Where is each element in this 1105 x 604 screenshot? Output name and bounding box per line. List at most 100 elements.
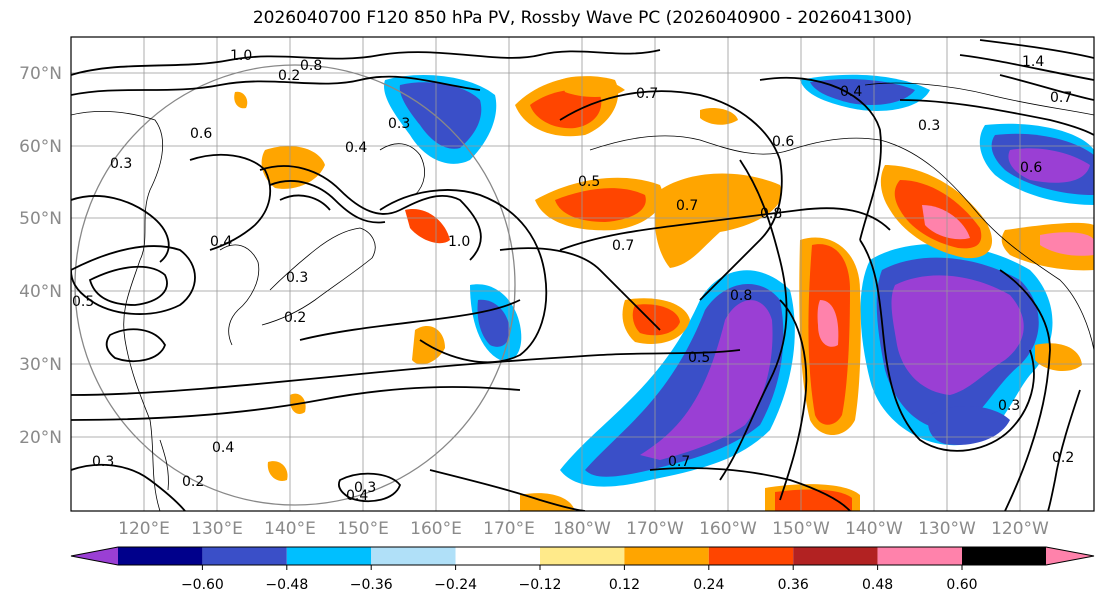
colorbar-tick-label: 0.12 bbox=[609, 577, 640, 593]
lat-label: 30°N bbox=[19, 355, 62, 375]
latitude-labels: 70°N 60°N 50°N 40°N 30°N 20°N bbox=[19, 64, 62, 448]
contour-label: 0.4 bbox=[212, 440, 234, 456]
colorbar-segment bbox=[286, 547, 372, 565]
colorbar-tick-label: −0.48 bbox=[265, 577, 308, 593]
colorbar-tick-label: 0.36 bbox=[778, 577, 809, 593]
map-frame bbox=[70, 36, 1095, 512]
colorbar-extend-right bbox=[1046, 547, 1094, 565]
contour-label: 1.0 bbox=[230, 48, 252, 64]
contour-label: 0.8 bbox=[300, 58, 322, 74]
colorbar-segment bbox=[540, 547, 625, 565]
contour-label: 0.3 bbox=[388, 116, 410, 132]
positive-anomaly-region bbox=[555, 188, 646, 222]
contour-label: 0.8 bbox=[760, 206, 782, 222]
lon-label: 140°W bbox=[845, 519, 903, 539]
positive-anomaly-region bbox=[560, 76, 625, 97]
positive-anomaly-region bbox=[405, 209, 450, 244]
contour-label: 0.3 bbox=[92, 454, 114, 470]
colorbar-segment bbox=[371, 547, 456, 565]
lon-label: 160°E bbox=[410, 519, 462, 539]
contour-label: 0.7 bbox=[668, 454, 690, 470]
longitude-labels: 120°E 130°E 140°E 150°E 160°E 170°E 180°… bbox=[118, 519, 1049, 539]
contour-label: 0.8 bbox=[730, 288, 752, 304]
colorbar-outline bbox=[70, 546, 1095, 566]
contour-labels: 1.0 0.8 0.6 0.4 0.3 0.5 0.7 0.8 0.4 0.3 … bbox=[72, 48, 1074, 504]
contour-label: 0.7 bbox=[612, 238, 634, 254]
contour-label: 0.4 bbox=[210, 234, 232, 250]
colorbar-segment bbox=[877, 547, 962, 565]
negative-anomaly-region bbox=[891, 275, 1024, 395]
pv-contours bbox=[71, 39, 1094, 511]
colorbar-tick-label: 0.60 bbox=[946, 577, 977, 593]
contour-label: 0.5 bbox=[578, 174, 600, 190]
lat-label: 40°N bbox=[19, 282, 62, 302]
colorbar-segment bbox=[793, 547, 878, 565]
lon-label: 170°E bbox=[483, 519, 535, 539]
lon-label: 140°E bbox=[264, 519, 316, 539]
lon-label: 130°W bbox=[918, 519, 976, 539]
lon-label: 130°E bbox=[191, 519, 243, 539]
colorbar-segment bbox=[202, 547, 287, 565]
positive-anomaly-region bbox=[775, 489, 852, 511]
contour-label: 0.6 bbox=[1020, 160, 1042, 176]
colorbar-segment bbox=[118, 547, 203, 565]
colorbar-tick-label: −0.12 bbox=[519, 577, 562, 593]
map-content: 1.0 0.8 0.6 0.4 0.3 0.5 0.7 0.8 0.4 0.3 … bbox=[71, 37, 1094, 511]
lon-label: 150°W bbox=[772, 519, 830, 539]
negative-anomaly-region bbox=[928, 405, 1010, 445]
contour-label: 1.4 bbox=[1022, 54, 1044, 70]
contour-label: 0.7 bbox=[636, 86, 658, 102]
positive-anomaly-region bbox=[530, 89, 602, 129]
colorbar-segment bbox=[624, 547, 709, 565]
lat-label: 20°N bbox=[19, 428, 62, 448]
contour-label: 0.3 bbox=[998, 398, 1020, 414]
contour-label: 0.3 bbox=[286, 270, 308, 286]
negative-anomaly-region bbox=[1008, 148, 1090, 183]
lon-label: 150°E bbox=[337, 519, 389, 539]
lat-label: 60°N bbox=[19, 137, 62, 157]
contour-label: 0.7 bbox=[1050, 90, 1072, 106]
contour-label: 0.4 bbox=[840, 84, 862, 100]
positive-anomaly-region bbox=[922, 205, 970, 240]
contour-label: 0.4 bbox=[345, 140, 367, 156]
colorbar-tick-label: −0.36 bbox=[350, 577, 393, 593]
colorbar-segment bbox=[455, 547, 540, 565]
colorbar-ticks bbox=[201, 565, 963, 570]
contour-label: 0.6 bbox=[772, 134, 794, 150]
colorbar-tick-label: 0.48 bbox=[862, 577, 893, 593]
colorbar-segment bbox=[962, 547, 1046, 565]
contour-label: 0.5 bbox=[72, 294, 94, 310]
negative-anomaly-region bbox=[399, 82, 482, 149]
map-title: 2026040700 F120 850 hPa PV, Rossby Wave … bbox=[252, 8, 913, 28]
colorbar-tick-label: 0.24 bbox=[693, 577, 724, 593]
contour-label: 0.3 bbox=[110, 156, 132, 172]
colorbar: −0.60 −0.48 −0.36 −0.24 −0.12 0.12 0.24 … bbox=[70, 546, 1095, 593]
positive-anomaly-region bbox=[817, 300, 839, 347]
shaded-field bbox=[234, 74, 1094, 511]
negative-anomaly-region bbox=[640, 300, 773, 460]
negative-anomaly-region bbox=[810, 79, 915, 106]
contour-label: 0.2 bbox=[182, 474, 204, 490]
positive-anomaly-region bbox=[700, 108, 738, 125]
contour-label: 0.3 bbox=[354, 480, 376, 496]
lon-label: 170°W bbox=[626, 519, 684, 539]
contour-label: 0.6 bbox=[190, 126, 212, 142]
lat-label: 70°N bbox=[19, 64, 62, 84]
contour-label: 1.0 bbox=[448, 234, 470, 250]
lon-label: 180°W bbox=[553, 519, 611, 539]
contour-label: 0.2 bbox=[278, 68, 300, 84]
positive-anomaly-region bbox=[1040, 232, 1094, 256]
lat-label: 50°N bbox=[19, 209, 62, 229]
contour-label: 0.4 bbox=[346, 488, 368, 504]
lon-label: 160°W bbox=[699, 519, 757, 539]
colorbar-segment bbox=[708, 547, 794, 565]
lon-label: 120°E bbox=[118, 519, 170, 539]
contour-label: 0.7 bbox=[676, 198, 698, 214]
colorbar-tick-label: −0.24 bbox=[434, 577, 477, 593]
contour-label: 0.3 bbox=[918, 118, 940, 134]
positive-anomaly-region bbox=[632, 304, 680, 336]
contour-label: 0.5 bbox=[688, 350, 710, 366]
positive-anomaly-region bbox=[267, 461, 288, 481]
colorbar-extend-left bbox=[71, 547, 118, 565]
